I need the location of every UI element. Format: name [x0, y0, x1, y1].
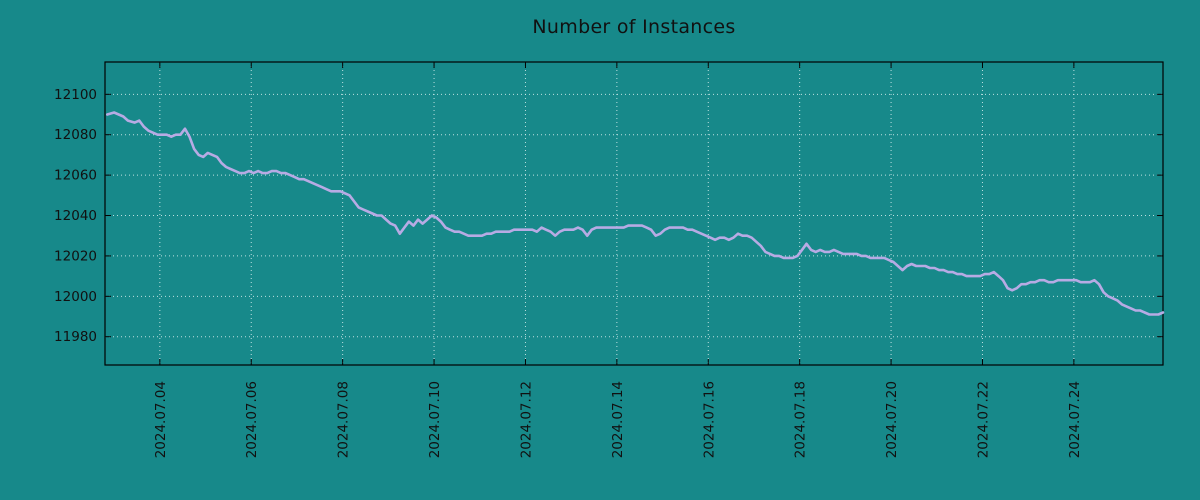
data-series-line	[106, 111, 1165, 316]
x-tick-label: 2024.07.12	[518, 381, 534, 458]
y-tick-label: 11980	[54, 329, 97, 345]
x-tick-label: 2024.07.20	[884, 381, 900, 458]
x-tick-label: 2024.07.22	[975, 381, 991, 458]
x-tick-label: 2024.07.24	[1067, 381, 1083, 458]
x-tick-label: 2024.07.18	[793, 381, 809, 458]
y-tick-label: 12060	[54, 168, 97, 184]
x-tick-label: 2024.07.06	[244, 381, 260, 458]
x-tick-label: 2024.07.04	[153, 381, 169, 458]
y-tick-label: 12020	[54, 248, 97, 264]
y-tick-label: 12000	[54, 289, 97, 305]
x-tick-label: 2024.07.16	[701, 381, 717, 458]
chart-title: Number of Instances	[532, 16, 736, 38]
x-tick-label: 2024.07.08	[336, 381, 352, 458]
y-tick-label: 12100	[54, 87, 97, 103]
x-tick-label: 2024.07.14	[610, 381, 626, 458]
x-tick-label: 2024.07.10	[427, 381, 443, 458]
y-tick-label: 12040	[54, 208, 97, 224]
plot-border	[104, 61, 1164, 366]
y-tick-label: 12080	[54, 127, 97, 143]
